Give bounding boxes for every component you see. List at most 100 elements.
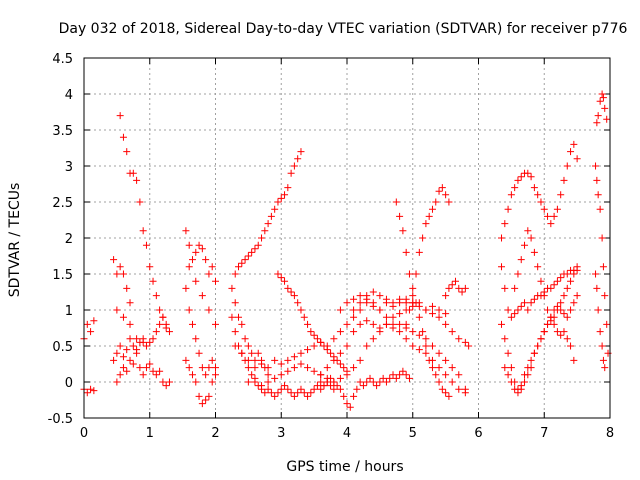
data-point bbox=[409, 328, 417, 336]
data-point bbox=[182, 284, 190, 292]
data-point bbox=[205, 306, 213, 314]
data-point bbox=[310, 385, 318, 393]
data-point bbox=[304, 320, 312, 328]
data-point bbox=[317, 378, 325, 386]
data-point bbox=[521, 378, 529, 386]
data-point bbox=[116, 263, 124, 271]
data-point bbox=[113, 270, 121, 278]
data-point bbox=[126, 356, 134, 364]
data-point bbox=[231, 342, 239, 350]
data-point bbox=[258, 356, 266, 364]
data-point bbox=[530, 184, 538, 192]
grid bbox=[84, 58, 610, 418]
data-point bbox=[149, 367, 157, 375]
data-point bbox=[317, 371, 325, 379]
data-point bbox=[415, 248, 423, 256]
series-s23 bbox=[402, 184, 453, 328]
data-point bbox=[294, 155, 302, 163]
data-point bbox=[205, 364, 213, 372]
data-point bbox=[310, 367, 318, 375]
data-point bbox=[241, 335, 249, 343]
data-point bbox=[376, 292, 384, 300]
data-point bbox=[281, 277, 289, 285]
data-point bbox=[504, 371, 512, 379]
x-tick-labels: 0 1 2 3 4 5 6 7 8 bbox=[80, 426, 614, 441]
data-point bbox=[399, 367, 407, 375]
data-point bbox=[202, 256, 210, 264]
data-point bbox=[376, 324, 384, 332]
y-tick-label: 3.5 bbox=[52, 124, 73, 139]
data-point bbox=[126, 299, 134, 307]
data-point bbox=[346, 403, 354, 411]
data-point bbox=[327, 382, 335, 390]
data-point bbox=[123, 148, 131, 156]
series-s7 bbox=[113, 306, 147, 346]
data-point bbox=[435, 313, 443, 321]
data-point bbox=[442, 389, 450, 397]
data-point bbox=[560, 292, 568, 300]
data-point bbox=[119, 313, 127, 321]
data-point bbox=[90, 387, 98, 395]
data-point bbox=[235, 313, 243, 321]
x-tick-label: 5 bbox=[409, 426, 417, 441]
data-point bbox=[405, 374, 413, 382]
data-point bbox=[461, 338, 469, 346]
data-point bbox=[149, 277, 157, 285]
data-point bbox=[557, 331, 565, 339]
data-point bbox=[560, 310, 568, 318]
series-s9 bbox=[182, 284, 219, 379]
x-tick-label: 3 bbox=[277, 426, 285, 441]
data-point bbox=[350, 364, 358, 372]
data-point bbox=[396, 310, 404, 318]
data-point bbox=[527, 173, 535, 181]
series-s29 bbox=[511, 227, 578, 364]
series-s10 bbox=[182, 356, 219, 408]
data-point bbox=[514, 176, 522, 184]
series-s14 bbox=[231, 295, 417, 372]
data-point bbox=[409, 284, 417, 292]
data-point bbox=[146, 360, 154, 368]
data-point bbox=[369, 320, 377, 328]
data-point bbox=[550, 320, 558, 328]
data-point bbox=[432, 198, 440, 206]
data-point bbox=[244, 378, 252, 386]
data-point bbox=[208, 263, 216, 271]
data-point bbox=[185, 364, 193, 372]
data-point bbox=[592, 162, 600, 170]
data-point bbox=[330, 385, 338, 393]
data-point bbox=[149, 335, 157, 343]
data-point bbox=[287, 389, 295, 397]
data-point bbox=[540, 292, 548, 300]
series-s16 bbox=[274, 270, 351, 375]
data-point bbox=[313, 382, 321, 390]
data-point bbox=[435, 306, 443, 314]
data-point bbox=[547, 284, 555, 292]
data-point bbox=[514, 389, 522, 397]
data-point bbox=[261, 389, 269, 397]
data-point bbox=[461, 389, 469, 397]
data-point bbox=[540, 205, 548, 213]
data-point bbox=[530, 349, 538, 357]
data-point bbox=[202, 371, 210, 379]
data-point bbox=[415, 331, 423, 339]
data-point bbox=[304, 364, 312, 372]
data-point bbox=[603, 115, 611, 123]
data-point bbox=[284, 184, 292, 192]
data-point bbox=[409, 302, 417, 310]
data-point bbox=[304, 346, 312, 354]
data-point bbox=[195, 241, 203, 249]
data-point bbox=[159, 378, 167, 386]
data-point bbox=[448, 364, 456, 372]
data-point bbox=[287, 169, 295, 177]
data-point bbox=[356, 306, 364, 314]
data-point bbox=[123, 367, 131, 375]
data-point bbox=[567, 277, 575, 285]
data-point bbox=[550, 212, 558, 220]
data-point bbox=[593, 284, 601, 292]
data-point bbox=[290, 292, 298, 300]
data-point bbox=[451, 277, 459, 285]
data-point bbox=[425, 356, 433, 364]
data-point bbox=[343, 342, 351, 350]
data-point bbox=[192, 378, 200, 386]
